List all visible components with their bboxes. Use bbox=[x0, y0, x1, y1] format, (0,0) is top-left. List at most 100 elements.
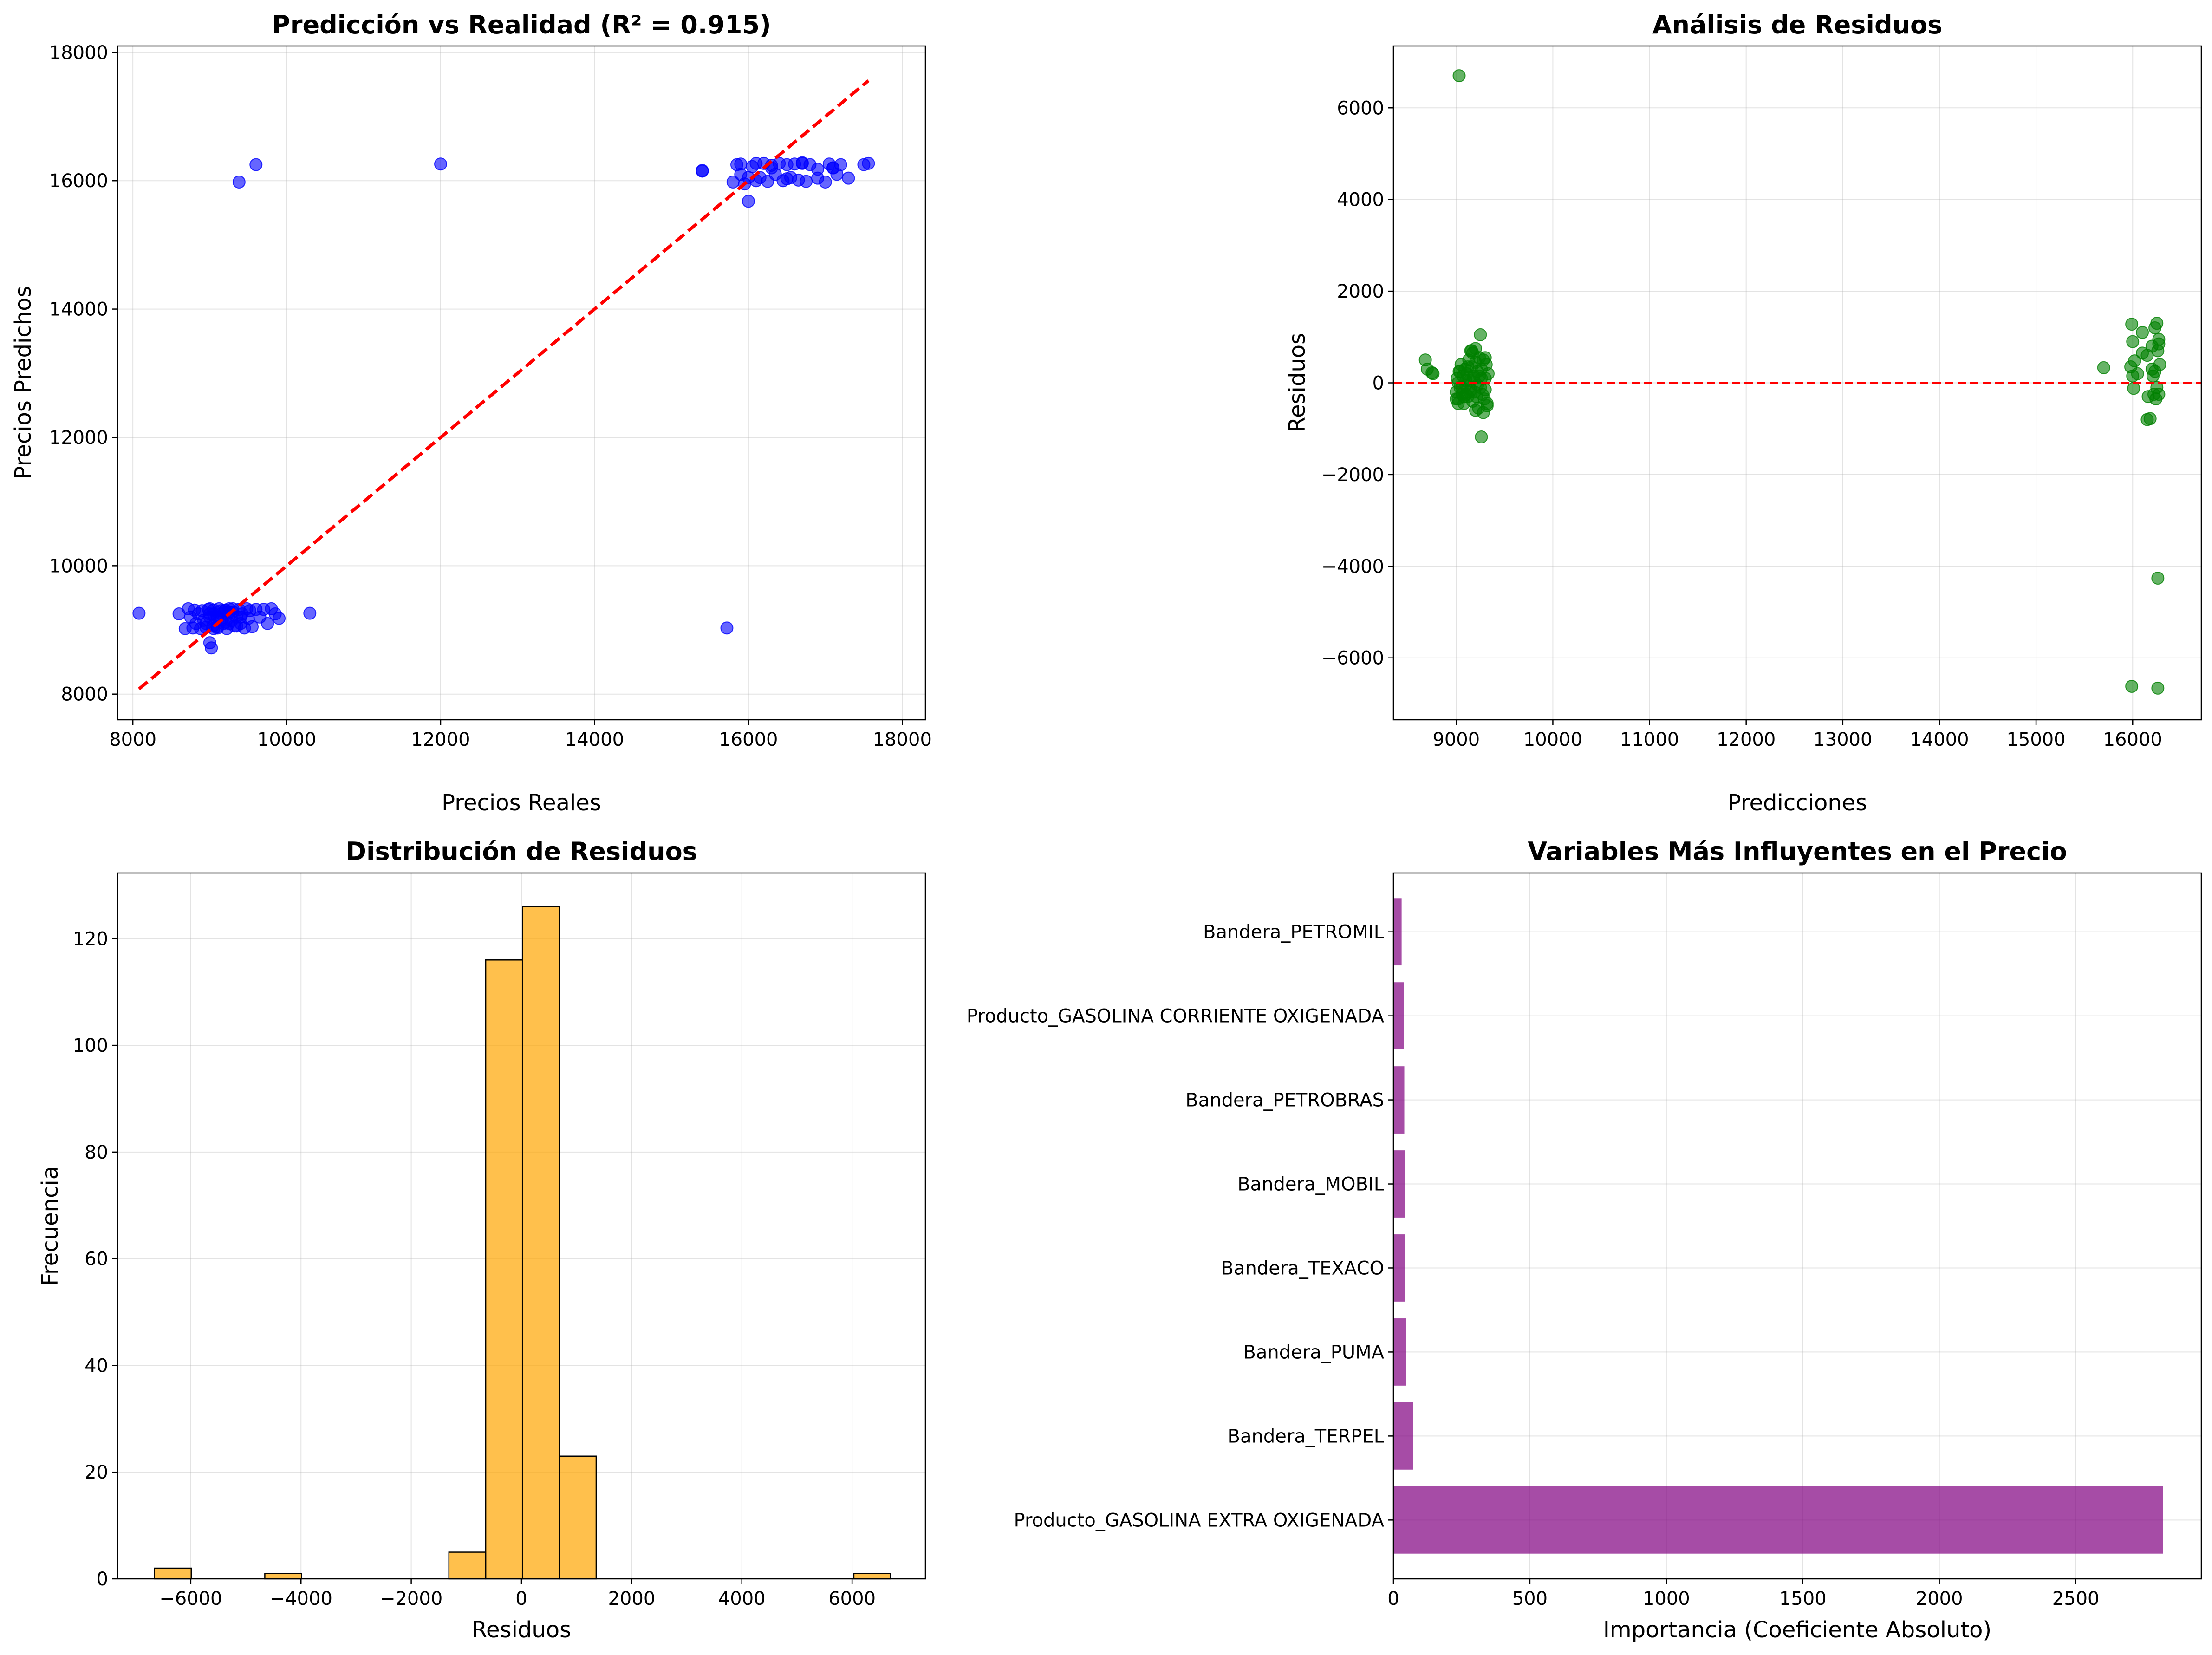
y-tick-label: 40 bbox=[85, 1355, 108, 1376]
data-point bbox=[2097, 361, 2110, 374]
x-ticks: 0 500 1000 1500 2000 2500 bbox=[1387, 1579, 2099, 1609]
marks bbox=[132, 156, 875, 655]
data-point bbox=[1474, 328, 1487, 341]
y-tick-label: 6000 bbox=[1337, 98, 1384, 119]
x-tick-label: 13000 bbox=[1813, 729, 1872, 750]
x-tick-label: 8000 bbox=[109, 729, 156, 750]
y-tick-label: 20 bbox=[85, 1462, 108, 1483]
y-tick-label: 80 bbox=[85, 1142, 108, 1163]
histogram-bar bbox=[264, 1573, 302, 1580]
data-point bbox=[2140, 413, 2154, 426]
x-tick-label: 10000 bbox=[1523, 729, 1582, 750]
importance-bar bbox=[1393, 1486, 2163, 1554]
x-tick-label: 9000 bbox=[1432, 729, 1480, 750]
marks bbox=[1418, 69, 2166, 695]
x-tick-label: 11000 bbox=[1620, 729, 1679, 750]
data-point bbox=[2125, 318, 2139, 331]
chart-title: Análisis de Residuos bbox=[1652, 10, 1943, 39]
data-point bbox=[1480, 399, 1494, 412]
y-tick-label: 0 bbox=[97, 1569, 108, 1590]
x-tick-label: 500 bbox=[1512, 1588, 1548, 1609]
grid bbox=[117, 873, 925, 1579]
data-point bbox=[232, 175, 246, 189]
data-point bbox=[1466, 346, 1479, 360]
data-point bbox=[261, 617, 274, 630]
data-point bbox=[1461, 360, 1475, 373]
category-label: Bandera_TEXACO bbox=[1221, 1258, 1384, 1279]
y-tick-label: 8000 bbox=[61, 684, 108, 705]
marks bbox=[1393, 898, 2163, 1554]
histogram-panel: −6000 −4000 −2000 0 2000 4000 6000 0 20 40 60 80 10… bbox=[37, 837, 926, 1643]
data-point bbox=[696, 164, 709, 177]
importance-bar bbox=[1393, 1234, 1405, 1302]
y-tick-label: 0 bbox=[1373, 373, 1384, 394]
x-tick-label: 2000 bbox=[608, 1588, 655, 1609]
importance-bar bbox=[1393, 1402, 1413, 1470]
chart-title: Predicción vs Realidad (R² = 0.915) bbox=[272, 10, 771, 39]
x-tick-label: −4000 bbox=[270, 1588, 332, 1609]
data-point bbox=[2128, 354, 2141, 368]
reference-line bbox=[138, 79, 870, 691]
data-point bbox=[2126, 335, 2140, 348]
x-tick-label: 14000 bbox=[565, 729, 624, 750]
data-point bbox=[1478, 383, 1492, 397]
plot-frame bbox=[1392, 872, 2202, 1580]
histogram-bar bbox=[154, 1567, 192, 1580]
importance-bar bbox=[1393, 982, 1404, 1049]
data-point bbox=[1459, 388, 1473, 401]
importance-bar bbox=[1393, 898, 1402, 966]
x-tick-label: 4000 bbox=[718, 1588, 766, 1609]
data-point bbox=[1452, 69, 1466, 83]
data-point bbox=[1475, 430, 1488, 443]
x-ticks: 8000 10000 12000 14000 16000 18000 bbox=[109, 720, 932, 750]
x-tick-label: 16000 bbox=[2103, 729, 2162, 750]
data-point bbox=[434, 157, 447, 171]
x-ticks: −6000 −4000 −2000 0 2000 4000 6000 bbox=[159, 1579, 876, 1609]
chart-title: Variables Más Influyentes en el Precio bbox=[1528, 837, 2067, 866]
category-label: Bandera_TERPEL bbox=[1228, 1426, 1385, 1447]
data-point bbox=[2148, 365, 2162, 378]
data-point bbox=[800, 175, 813, 188]
data-point bbox=[132, 606, 146, 620]
data-point bbox=[203, 636, 216, 650]
data-point bbox=[1426, 367, 1440, 380]
scatter-panel: 8000 10000 12000 14000 16000 18000 8000 10000 1… bbox=[10, 10, 932, 816]
x-tick-label: 12000 bbox=[411, 729, 470, 750]
grid bbox=[1393, 873, 2201, 1579]
y-tick-label: 60 bbox=[85, 1249, 108, 1270]
data-point bbox=[742, 195, 755, 208]
y-tick-label: 12000 bbox=[49, 427, 108, 449]
data-point bbox=[826, 161, 840, 175]
y-tick-label: 120 bbox=[73, 928, 108, 950]
data-point bbox=[2127, 382, 2140, 395]
y-ticks: 0 20 40 60 80 100 120 bbox=[73, 928, 117, 1590]
x-tick-label: −2000 bbox=[380, 1588, 442, 1609]
x-tick-label: −6000 bbox=[159, 1588, 222, 1609]
data-point bbox=[2136, 326, 2149, 339]
residual-scatter-panel: 9000 10000 11000 12000 13000 14000 15000 16000 … bbox=[1284, 10, 2202, 816]
data-point bbox=[2152, 388, 2166, 401]
y-tick-label: −6000 bbox=[1321, 648, 1384, 669]
x-axis-label: Predicciones bbox=[1728, 790, 1867, 816]
y-tick-label: 4000 bbox=[1337, 189, 1384, 211]
category-label: Bandera_PETROMIL bbox=[1203, 922, 1385, 943]
data-point bbox=[2136, 346, 2149, 360]
category-label: Bandera_MOBIL bbox=[1237, 1174, 1384, 1195]
histogram-bar bbox=[559, 1455, 597, 1580]
data-point bbox=[234, 610, 247, 624]
x-tick-label: 18000 bbox=[873, 729, 932, 750]
x-tick-label: 10000 bbox=[257, 729, 316, 750]
histogram-bar bbox=[448, 1551, 487, 1580]
x-tick-label: 15000 bbox=[2006, 729, 2065, 750]
data-point bbox=[2125, 679, 2139, 693]
marks bbox=[154, 906, 891, 1580]
y-tick-label: 10000 bbox=[49, 555, 108, 577]
data-point bbox=[811, 171, 824, 185]
data-point bbox=[2151, 571, 2165, 585]
x-tick-label: 0 bbox=[515, 1588, 527, 1609]
category-label: Bandera_PETROBRAS bbox=[1185, 1090, 1384, 1111]
x-ticks: 9000 10000 11000 12000 13000 14000 15000 16000 bbox=[1432, 720, 2162, 750]
histogram-bar bbox=[853, 1573, 891, 1580]
y-tick-label: −4000 bbox=[1321, 556, 1384, 577]
